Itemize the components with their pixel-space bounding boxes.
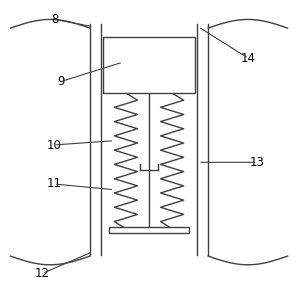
Text: 9: 9 <box>57 75 65 88</box>
Text: 14: 14 <box>241 52 256 65</box>
Text: 10: 10 <box>46 139 61 151</box>
Text: 12: 12 <box>35 267 50 280</box>
Text: 11: 11 <box>46 177 61 191</box>
Bar <box>103 37 195 93</box>
Bar <box>108 227 190 233</box>
Text: 13: 13 <box>250 156 265 169</box>
Text: 8: 8 <box>52 13 59 26</box>
